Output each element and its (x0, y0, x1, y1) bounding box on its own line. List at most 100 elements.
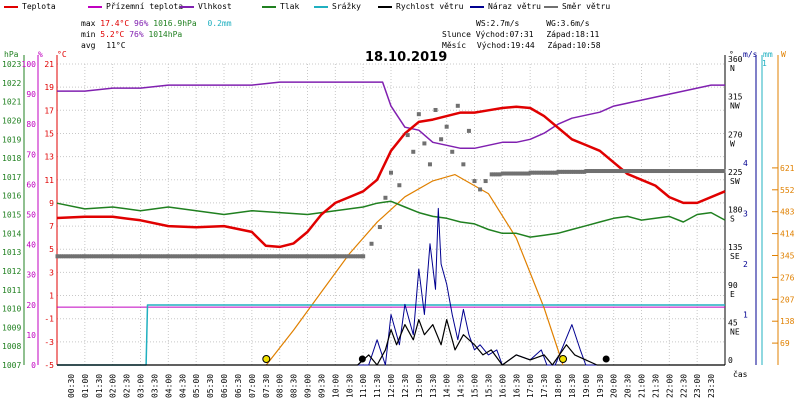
wind-dir-point (636, 169, 640, 174)
wind-dir-point (664, 169, 668, 174)
wind-dir-point (608, 169, 612, 174)
wind-dir-point (670, 169, 674, 174)
wind-dir-point (152, 254, 156, 259)
x-tick-label: 06:00 (220, 374, 229, 398)
wind-dir-point (250, 254, 254, 259)
wind-dir-point (57, 254, 61, 259)
wind-dir-point (194, 254, 198, 259)
wind-dir-point (175, 254, 179, 259)
pressure-tick-label: 1010 (2, 305, 21, 314)
wind-dir-point (653, 169, 657, 174)
wind-dir-point (291, 254, 295, 259)
wind-dir-point (681, 169, 685, 174)
x-tick-label: 09:30 (317, 374, 326, 398)
pressure-tick-label: 1009 (2, 323, 21, 332)
wind-dir-point (533, 170, 537, 175)
wind-dir-point (678, 169, 682, 174)
wind-dir-point (629, 169, 633, 174)
wind-dir-point (612, 169, 616, 174)
wind-dir-point (314, 254, 318, 259)
stats-min-label: min (81, 30, 96, 39)
wind-dir-point (627, 169, 631, 174)
stats-block: max 17.4°C 96% 1016.9hPa 0.2mm min 5.2°C… (81, 18, 232, 51)
wind-dir-point (87, 254, 91, 259)
pressure-tick-label: 1021 (2, 98, 21, 107)
humidity-tick-label: 10 (26, 331, 36, 340)
moon-event-marker (602, 355, 610, 363)
sun-moon-block: WS:2.7m/s WG:3.6m/s Slunce Východ:07:31 … (442, 18, 601, 51)
series-wind-speed (57, 319, 725, 366)
wind-dir-point (569, 169, 573, 174)
wind-dir-point (498, 172, 502, 177)
wind-dir-point (59, 254, 63, 259)
wind-dir-point (312, 254, 316, 259)
humidity-tick-label: 20 (26, 301, 36, 310)
wind-dir-point (599, 169, 603, 174)
wind-dir-point (514, 171, 518, 176)
wind-dir-axis-unit: ° (729, 50, 734, 59)
wind-dir-point (623, 169, 627, 174)
x-tick-label: 06:30 (234, 374, 243, 398)
wind-dir-point (257, 254, 261, 259)
wind-dir-point (563, 169, 567, 174)
wind-dir-point (578, 169, 582, 174)
wind-dir-point (186, 254, 190, 259)
wind-dir-point (697, 169, 701, 174)
sun-tick-label: 138 (780, 317, 795, 326)
wind-dir-point (120, 254, 124, 259)
wind-speed-tick-label: 3 (743, 210, 748, 219)
wind-dir-point (591, 169, 595, 174)
wind-dir-point (244, 254, 248, 259)
legend-item-6: Náraz větru (470, 2, 541, 12)
x-tick-label: 08:00 (276, 374, 285, 398)
x-tick-label: 04:00 (164, 374, 173, 398)
sun-tick-label: 207 (780, 295, 795, 304)
wind-dir-point (199, 254, 203, 259)
humidity-tick-label: 90 (26, 90, 36, 99)
pressure-tick-label: 1023 (2, 60, 21, 69)
wind-dir-point (280, 254, 284, 259)
stats-max-label: max (81, 19, 96, 28)
wind-dir-tick-name: NW (730, 102, 740, 111)
wind-dir-point (229, 254, 233, 259)
sun-label: Slunce (442, 30, 471, 39)
wind-dir-point (634, 169, 638, 174)
wind-dir-point (593, 169, 597, 174)
legend-swatch (378, 5, 392, 8)
wind-dir-point (184, 254, 188, 259)
wind-dir-point (572, 169, 576, 174)
temperature-tick-label: 9 (49, 199, 54, 208)
wind-dir-point (85, 254, 89, 259)
x-tick-label: 15:30 (484, 374, 493, 398)
series-wind-gust (57, 207, 725, 366)
x-tick-label: 18:00 (554, 374, 563, 398)
wind-dir-point (353, 254, 357, 259)
wind-dir-point (103, 254, 107, 259)
legend-swatch (544, 5, 558, 8)
wind-dir-point (377, 225, 382, 230)
wind-dir-point (344, 254, 348, 259)
wind-dir-point (505, 171, 509, 176)
wind-dir-point (516, 171, 520, 176)
x-tick-label: 12:30 (401, 374, 410, 398)
wind-dir-point (614, 169, 618, 174)
wind-dir-point (621, 169, 625, 174)
temperature-tick-label: 13 (44, 153, 54, 162)
wind-dir-tick-value: 90 (728, 281, 738, 290)
wind-dir-point (500, 171, 504, 176)
wind-dir-point (606, 169, 610, 174)
wind-dir-point (550, 170, 554, 175)
x-tick-label: 10:30 (345, 374, 354, 398)
humidity-tick-label: 60 (26, 180, 36, 189)
wind-dir-point (92, 254, 96, 259)
wind-dir-point (655, 169, 659, 174)
wind-dir-point (535, 170, 539, 175)
wind-dir-point (101, 254, 105, 259)
wind-dir-point (537, 170, 541, 175)
wind-dir-point (416, 112, 421, 117)
wind-dir-point (358, 254, 362, 259)
legend-label: Srážky (332, 2, 361, 11)
wind-dir-tick-value: 360 (728, 55, 743, 64)
